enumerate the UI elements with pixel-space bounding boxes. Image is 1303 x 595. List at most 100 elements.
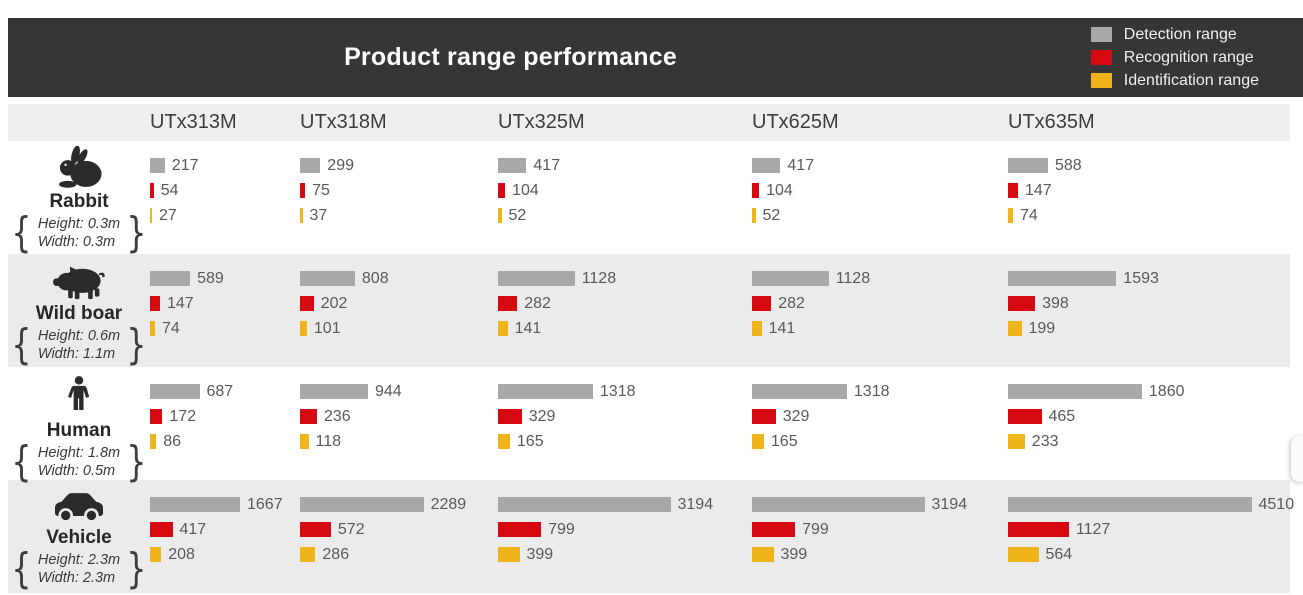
identification-bar-line: 286 (300, 547, 498, 563)
identification-bar-line: 208 (150, 547, 300, 563)
spec-lines: Height: 0.3m Width: 0.3m (38, 215, 120, 251)
detection-value: 1128 (581, 270, 617, 287)
recognition-bar (498, 522, 542, 537)
recognition-bar (498, 409, 522, 424)
detection-bar (752, 158, 781, 173)
recognition-value: 104 (766, 182, 793, 199)
recognition-value: 147 (167, 295, 194, 312)
legend-item-identification-range: Identification range (1090, 72, 1259, 90)
detection-value: 299 (327, 157, 354, 174)
identification-bar (1008, 547, 1039, 562)
range-table: UTx313M UTx318M UTx325M UTx625M UTx635M Rabb… (8, 104, 1294, 593)
detection-value: 217 (171, 157, 199, 174)
identification-value: 165 (516, 433, 544, 450)
identification-value: 199 (1028, 320, 1056, 337)
detection-value: 417 (533, 157, 561, 174)
detection-bar-line: 944 (300, 384, 498, 400)
column-header-spacer (8, 104, 150, 141)
legend-label: Recognition range (1123, 48, 1254, 66)
identification-bar-line: 233 (1008, 434, 1290, 450)
spec-lines: Height: 0.6m Width: 1.1m (38, 327, 120, 363)
recognition-bar (1008, 409, 1042, 424)
row-height-spec: Height: 2.3m (37, 551, 121, 568)
cell-rabbit-utx325m: 417 104 52 (498, 141, 752, 254)
detection-bar-line: 589 (150, 270, 300, 287)
vehicle-icon (50, 488, 108, 524)
detection-bar-line: 687 (150, 383, 300, 400)
identification-bar (498, 208, 502, 223)
recognition-bar-line: 329 (498, 409, 752, 425)
row-height-spec: Height: 1.8m (37, 445, 121, 461)
detection-value: 1318 (853, 383, 890, 400)
recognition-value: 799 (802, 521, 829, 538)
detection-bar-line: 2289 (300, 497, 498, 513)
row-label-rabbit: Rabbit{Height: 0.3m Width: 0.3m} (8, 141, 150, 254)
recognition-bar-line: 75 (300, 183, 498, 199)
detection-value: 687 (206, 383, 234, 400)
cell-vehicle-utx318m: 2289 572 286 (300, 480, 498, 593)
cell-vehicle-utx325m: 3194 799 399 (498, 480, 752, 593)
recognition-swatch-icon (1090, 50, 1112, 65)
recognition-value: 202 (320, 295, 348, 312)
recognition-bar (150, 522, 173, 537)
row-height-spec: Height: 0.3m (37, 215, 121, 232)
recognition-bar (150, 183, 154, 198)
detection-bar-line: 1667 (150, 497, 300, 513)
identification-swatch-icon (1090, 73, 1112, 88)
recognition-bar (752, 296, 772, 311)
detection-bar-line: 1128 (752, 270, 1008, 287)
cell-rabbit-utx625m: 417 104 52 (752, 141, 1008, 254)
boar-icon (48, 260, 110, 300)
detection-bar (1008, 384, 1142, 399)
identification-value: 141 (768, 320, 796, 337)
row-name: Vehicle (46, 526, 112, 548)
recognition-bar (150, 409, 163, 424)
recognition-bar-line: 1127 (1008, 522, 1290, 538)
brace-left: { (11, 543, 32, 593)
identification-bar (752, 208, 756, 223)
cell-vehicle-utx635m: 4510 1127 564 (1008, 480, 1294, 593)
identification-bar (300, 321, 307, 336)
recognition-bar (498, 296, 518, 311)
detection-value: 1128 (835, 270, 871, 287)
recognition-bar-line: 147 (150, 295, 300, 312)
recognition-value: 282 (524, 295, 551, 312)
recognition-bar (300, 296, 314, 311)
detection-bar-line: 1318 (498, 384, 752, 400)
recognition-value: 572 (337, 521, 365, 538)
recognition-bar-line: 417 (150, 522, 300, 538)
identification-bar-line: 86 (150, 434, 300, 450)
cell-wild-boar-utx318m: 808 202 101 (300, 254, 498, 367)
cell-human-utx318m: 944 236 118 (300, 367, 498, 481)
detection-bar (300, 497, 424, 512)
identification-bar (752, 321, 762, 336)
legend: Detection range Recognition range Identifi… (1090, 18, 1259, 97)
column-header-utx625m: UTx625M (752, 111, 839, 133)
identification-value: 74 (1020, 207, 1038, 224)
identification-bar-line: 74 (1008, 207, 1290, 224)
row-label-human: Human {Height: 1.8m Width: 0.5m} (8, 367, 150, 483)
detection-bar (498, 158, 527, 173)
legend-item-detection-range: Detection range (1090, 26, 1259, 44)
identification-bar (150, 321, 155, 336)
row-name: Wild boar (35, 302, 123, 324)
identification-bar-line: 52 (498, 208, 752, 224)
detection-bar-line: 3194 (498, 497, 752, 513)
row-width-spec: Width: 1.1m (37, 345, 116, 362)
column-header-utx318m: UTx318M (300, 111, 387, 133)
scrollbar-thumb[interactable] (1291, 436, 1303, 482)
identification-value: 74 (162, 320, 180, 337)
identification-value: 52 (762, 207, 781, 224)
detection-value: 417 (787, 157, 815, 174)
recognition-bar (150, 296, 160, 311)
recognition-value: 54 (160, 182, 179, 199)
identification-bar-line: 141 (498, 321, 752, 337)
detection-bar-line: 1860 (1008, 384, 1290, 400)
identification-value: 101 (313, 320, 341, 337)
detection-bar (752, 384, 847, 399)
row-specs: {Height: 0.6m Width: 1.1m} (8, 323, 150, 365)
detection-value: 3194 (931, 496, 968, 513)
detection-value: 589 (197, 270, 224, 287)
detection-value: 808 (361, 270, 389, 287)
row-name: Human (46, 420, 112, 441)
